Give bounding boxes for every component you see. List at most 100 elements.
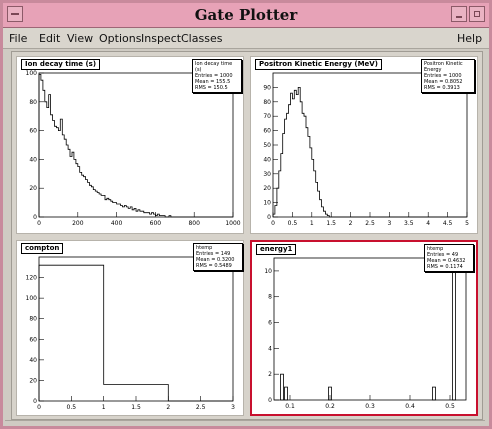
stats-box: Ion decay time (s) Entries = 1000 Mean =… — [192, 59, 242, 93]
histogram-bar — [452, 257, 456, 401]
pad-compton[interactable]: 0 20 40 60 80 100 120 0 0.5 1 1.5 2 2.5 3 compton hte… — [16, 240, 244, 416]
plot-frame — [273, 257, 467, 401]
menu-file[interactable]: File — [9, 32, 28, 45]
menu-options[interactable]: Options — [99, 32, 142, 45]
y-tick-label: 8 — [268, 294, 272, 301]
x-tick-label: 2.5 — [365, 220, 375, 227]
y-tick-label: 80 — [29, 99, 37, 106]
y-tick-label: 2 — [268, 371, 272, 378]
x-tick-label: 1.5 — [131, 404, 141, 411]
y-tick-label: 80 — [29, 316, 37, 323]
status-bar — [5, 420, 485, 428]
pad-energy1[interactable]: 0 2 4 6 8 10 0.1 0.2 0.3 0.4 0.5 energy1 htemp Ent… — [250, 240, 478, 416]
title-bar[interactable]: Gate Plotter — [3, 3, 489, 28]
y-tick-label: 40 — [29, 357, 37, 364]
stats-line: htemp — [427, 246, 444, 252]
y-tick-label: 120 — [26, 275, 38, 282]
x-tick-label: 4.5 — [443, 220, 453, 227]
stats-box: htemp Entries = 149 Mean = 0.3200 RMS = … — [193, 243, 243, 271]
y-tick-label: 60 — [29, 336, 37, 343]
stats-line: Ion decay time (s) — [195, 61, 233, 73]
x-tick-label: 0 — [37, 404, 41, 411]
histogram-series — [38, 74, 233, 218]
y-tick-label: 60 — [29, 128, 37, 135]
menu-help[interactable]: Help — [457, 32, 483, 45]
menu-classes[interactable]: Classes — [181, 32, 223, 45]
x-tick-label: 2.5 — [196, 404, 206, 411]
y-tick-label: 0 — [268, 397, 272, 404]
histogram-bar — [284, 386, 288, 401]
positron-energy-plot: 0 10 20 30 40 50 60 70 80 90 0 0.5 1 1.5 2 2.5 3 3.5 4 4.5 5 — [263, 72, 469, 227]
compton-plot: 0 20 40 60 80 100 120 0 0.5 1 1.5 2 2.5 3 — [26, 256, 235, 411]
y-tick-label: 20 — [263, 185, 271, 192]
stats-box: Positron Kinetic Energy Entries = 1000 M… — [421, 59, 475, 93]
x-tick-label: 0 — [271, 220, 275, 227]
window-title: Gate Plotter — [194, 6, 298, 24]
stats-line: RMS = 150.5 — [195, 85, 228, 91]
stats-line: RMS = 0.3913 — [424, 85, 460, 91]
x-tick-label: 1.5 — [326, 220, 336, 227]
x-tick-label: 0.3 — [365, 403, 375, 410]
y-tick-label: 60 — [263, 128, 271, 135]
stats-line: Entries = 1000 — [424, 73, 462, 79]
x-tick-label: 3 — [387, 220, 391, 227]
y-tick-label: 4 — [268, 345, 272, 352]
x-tick-label: 0.1 — [285, 403, 295, 410]
histogram-bar — [280, 373, 284, 401]
y-tick-label: 10 — [263, 200, 271, 207]
x-tick-label: 2 — [349, 220, 353, 227]
menu-bar: File Edit View Options Inspect Classes H… — [3, 28, 489, 49]
plot-frame — [38, 256, 234, 402]
y-tick-label: 20 — [29, 185, 37, 192]
menu-inspect[interactable]: Inspect — [141, 32, 182, 45]
plot-canvas[interactable]: 0 20 40 60 80 100 0 200 400 600 800 1000 Ion decay … — [11, 51, 483, 420]
y-tick-label: 80 — [263, 99, 271, 106]
y-tick-label: 50 — [263, 142, 271, 149]
x-tick-label: 4 — [426, 220, 430, 227]
y-tick-label: 0 — [33, 214, 37, 221]
stats-line: RMS = 0.5489 — [196, 263, 232, 269]
histogram-series — [38, 264, 233, 402]
stats-line: Mean = 0.8052 — [424, 79, 463, 85]
stats-line: Entries = 149 — [196, 251, 231, 257]
x-tick-label: 0 — [37, 220, 41, 227]
x-tick-label: 3.5 — [404, 220, 414, 227]
minimize-button[interactable] — [451, 6, 467, 22]
pad-positron-energy[interactable]: 0 10 20 30 40 50 60 70 80 90 0 0.5 1 1.5 2 2.5 3 3.5 4 4.5 5… — [250, 56, 478, 234]
stats-line: Positron Kinetic Energy — [424, 61, 463, 73]
minimize-icon — [456, 16, 462, 18]
x-tick-label: 1 — [310, 220, 314, 227]
stats-line: RMS = 0.1174 — [427, 264, 463, 270]
plot-title: compton — [21, 243, 64, 254]
y-tick-label: 70 — [263, 113, 271, 120]
stats-line: Entries = 1000 — [195, 73, 233, 79]
x-tick-label: 0.2 — [325, 403, 335, 410]
x-tick-label: 0.4 — [405, 403, 415, 410]
stats-line: Mean = 155.5 — [195, 79, 231, 85]
histogram-bar — [328, 386, 332, 401]
stats-line: Mean = 0.4632 — [427, 258, 466, 264]
maximize-button[interactable] — [469, 6, 485, 22]
x-tick-label: 1000 — [225, 220, 240, 227]
menu-view[interactable]: View — [67, 32, 94, 45]
pad-ion-decay-time[interactable]: 0 20 40 60 80 100 0 200 400 600 800 1000 Ion decay … — [16, 56, 244, 234]
y-tick-label: 30 — [263, 171, 271, 178]
menu-edit[interactable]: Edit — [39, 32, 61, 45]
x-tick-label: 2 — [166, 404, 170, 411]
x-tick-label: 600 — [150, 220, 162, 227]
plot-title: Ion decay time (s) — [21, 59, 101, 70]
window-menu-button[interactable] — [7, 6, 23, 22]
x-tick-label: 3 — [231, 404, 235, 411]
x-tick-label: 200 — [72, 220, 84, 227]
y-tick-label: 0 — [267, 214, 271, 221]
y-tick-label: 0 — [33, 398, 37, 405]
x-tick-label: 0.5 — [445, 403, 455, 410]
plot-title: energy1 — [256, 244, 297, 255]
plot-frame — [272, 72, 468, 218]
y-tick-label: 40 — [29, 156, 37, 163]
stats-line: htemp — [196, 245, 213, 251]
y-tick-label: 40 — [263, 156, 271, 163]
y-tick-label: 100 — [26, 295, 38, 302]
